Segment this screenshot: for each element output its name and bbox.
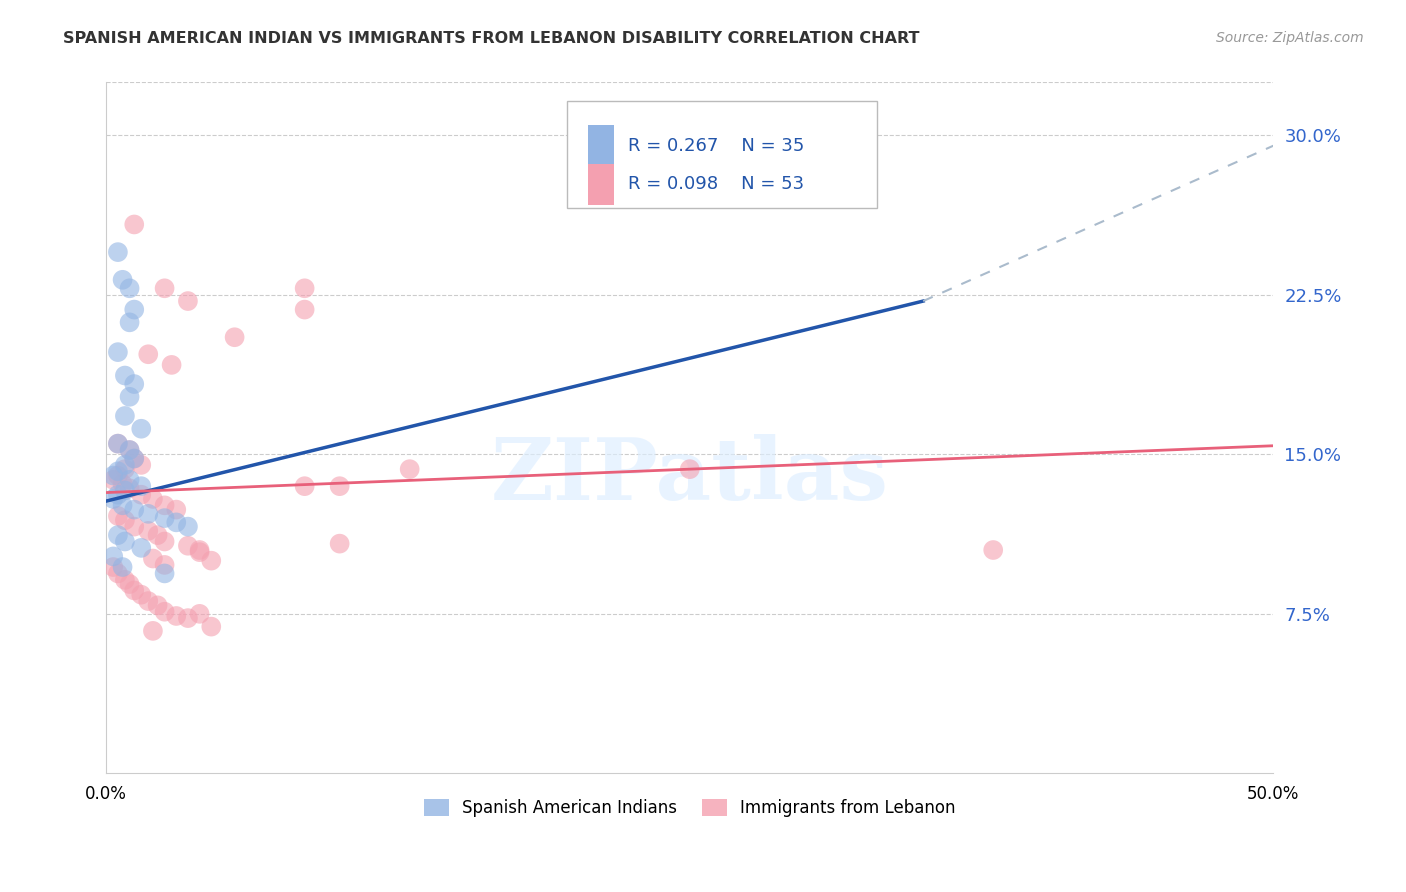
Point (107, 436, 129, 450)
Point (111, 273, 134, 287)
Point (114, 483, 136, 498)
Point (129, 458, 152, 472)
Point (679, 462, 702, 476)
Text: Source: ZipAtlas.com: Source: ZipAtlas.com (1216, 31, 1364, 45)
Point (118, 481, 141, 495)
Point (107, 468, 129, 483)
Point (122, 502, 145, 516)
Point (118, 473, 141, 487)
Point (111, 560, 134, 574)
Point (200, 554, 222, 568)
Point (114, 462, 136, 476)
Point (153, 499, 176, 513)
Point (224, 330, 246, 344)
Point (153, 534, 176, 549)
FancyBboxPatch shape (588, 125, 614, 166)
Point (107, 245, 129, 260)
Point (153, 605, 176, 619)
Point (114, 458, 136, 472)
Point (177, 294, 200, 309)
FancyBboxPatch shape (567, 101, 876, 208)
Point (114, 534, 136, 549)
Point (118, 577, 141, 591)
Point (122, 377, 145, 392)
Point (188, 545, 211, 559)
Point (103, 468, 125, 483)
Point (294, 479, 316, 493)
Point (398, 462, 420, 476)
Text: SPANISH AMERICAN INDIAN VS IMMIGRANTS FROM LEBANON DISABILITY CORRELATION CHART: SPANISH AMERICAN INDIAN VS IMMIGRANTS FR… (63, 31, 920, 46)
Point (153, 511, 176, 525)
Point (142, 551, 165, 566)
Point (122, 451, 145, 466)
Text: ZIPatlas: ZIPatlas (491, 434, 889, 518)
Point (165, 502, 187, 516)
Point (122, 583, 145, 598)
Point (118, 390, 141, 404)
Point (118, 281, 141, 295)
Point (177, 539, 200, 553)
Point (122, 218, 145, 232)
Point (136, 347, 159, 361)
Point (153, 558, 176, 572)
Point (200, 619, 222, 633)
Point (129, 422, 152, 436)
Point (146, 528, 169, 542)
Point (177, 611, 200, 625)
Point (107, 464, 129, 478)
Point (118, 442, 141, 457)
Point (129, 488, 152, 502)
Point (118, 442, 141, 457)
Point (129, 479, 152, 493)
Point (136, 594, 159, 608)
Point (111, 477, 134, 491)
Point (609, 160, 631, 174)
Point (114, 409, 136, 423)
Point (153, 281, 176, 295)
Point (103, 560, 125, 574)
Legend: Spanish American Indians, Immigrants from Lebanon: Spanish American Indians, Immigrants fro… (418, 792, 963, 824)
Point (136, 507, 159, 521)
Point (142, 624, 165, 638)
Point (103, 491, 125, 506)
Text: R = 0.267    N = 35: R = 0.267 N = 35 (628, 136, 804, 154)
Point (294, 302, 316, 317)
Point (114, 573, 136, 587)
Point (129, 588, 152, 602)
Point (122, 519, 145, 533)
Point (160, 358, 183, 372)
Point (107, 566, 129, 581)
Point (136, 524, 159, 538)
FancyBboxPatch shape (588, 164, 614, 204)
Point (103, 549, 125, 564)
Point (188, 607, 211, 621)
Point (118, 315, 141, 329)
Point (329, 536, 352, 550)
Point (107, 488, 129, 502)
Point (122, 302, 145, 317)
Point (294, 281, 316, 295)
Point (114, 513, 136, 527)
Point (122, 451, 145, 466)
Point (177, 519, 200, 533)
Point (111, 499, 134, 513)
Point (114, 368, 136, 383)
Point (146, 599, 169, 613)
Point (107, 345, 129, 359)
Point (107, 508, 129, 523)
Point (107, 528, 129, 542)
Point (188, 543, 211, 558)
Text: R = 0.098    N = 53: R = 0.098 N = 53 (628, 175, 804, 194)
Point (103, 473, 125, 487)
Point (153, 566, 176, 581)
Point (129, 541, 152, 555)
Point (329, 479, 352, 493)
Point (165, 516, 187, 530)
Point (142, 491, 165, 506)
Point (165, 609, 187, 624)
Point (981, 543, 1004, 558)
Point (107, 436, 129, 450)
